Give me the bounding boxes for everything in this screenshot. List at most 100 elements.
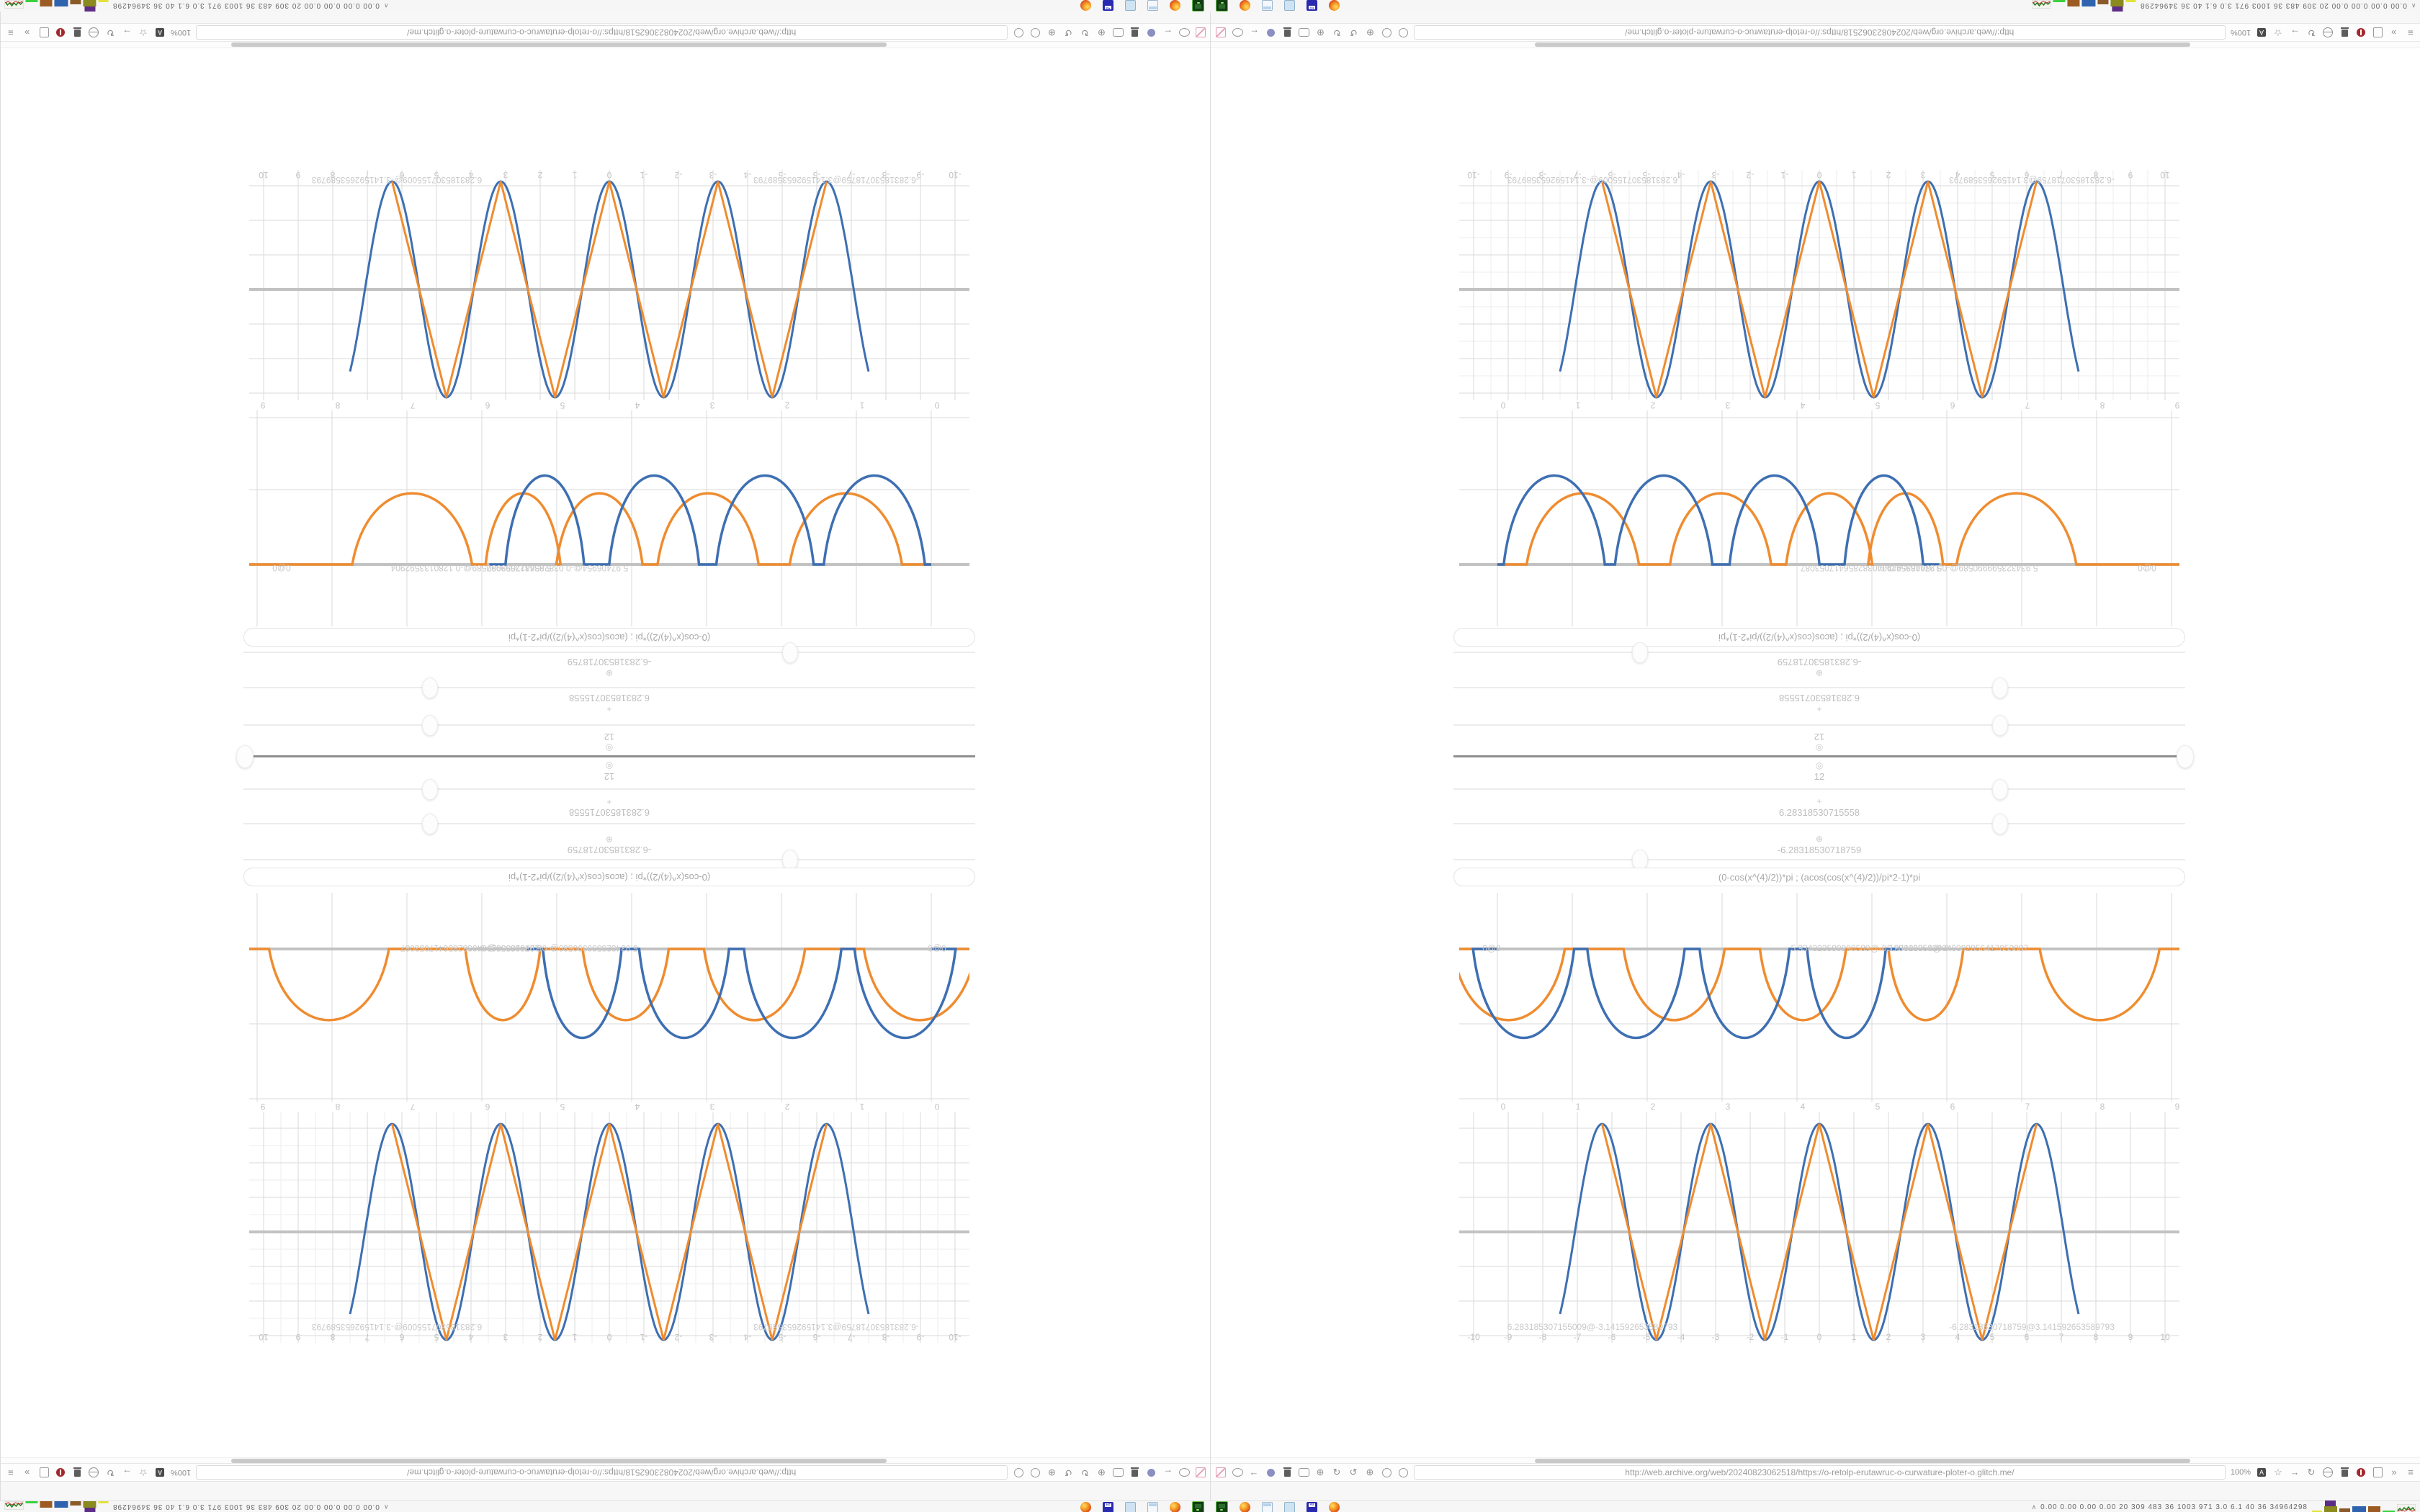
trash-icon[interactable]	[2339, 27, 2350, 38]
scrollbar-thumb[interactable]	[1535, 42, 2190, 47]
reload-cw-icon[interactable]: ↻	[1331, 27, 1343, 38]
parameter-slider[interactable]	[1453, 642, 2185, 663]
reload-cw-icon[interactable]: ↻	[1079, 1467, 1090, 1478]
slider-thumb[interactable]	[1632, 642, 1649, 663]
app-launcher-calculator[interactable]	[1147, 0, 1158, 12]
trash-icon[interactable]	[2339, 1467, 2350, 1478]
app-launcher-firefox[interactable]	[1080, 0, 1091, 12]
parameter-slider[interactable]	[1453, 814, 2185, 834]
menu-icon[interactable]: ≡	[5, 27, 17, 38]
trash-icon[interactable]	[1281, 1467, 1293, 1478]
slider-thumb[interactable]	[422, 814, 439, 834]
parameter-slider[interactable]	[243, 642, 975, 663]
forward-arrow-icon[interactable]: →	[121, 27, 133, 38]
parameter-slider[interactable]	[1453, 779, 2185, 800]
move-handle-icon[interactable]: ⊕	[605, 668, 614, 678]
plot-sine-top[interactable]	[1459, 170, 2179, 400]
app-launcher-firefox[interactable]	[1170, 1501, 1180, 1512]
thumb-panel-icon[interactable]	[2372, 1467, 2383, 1478]
oval-icon[interactable]	[1178, 1467, 1190, 1478]
app-launcher-calculator[interactable]	[1147, 1501, 1158, 1512]
pencil-disabled-icon[interactable]	[1195, 1467, 1206, 1478]
target-icon[interactable]: ⊕	[1314, 1467, 1326, 1478]
move-handle-icon[interactable]: ⊕	[1815, 834, 1824, 844]
plot-sine-top[interactable]	[249, 170, 969, 400]
target-icon[interactable]: ⊕	[1364, 27, 1376, 38]
divider-thumb[interactable]	[2177, 745, 2194, 768]
oval-icon[interactable]	[1178, 27, 1190, 38]
trash-icon[interactable]	[71, 1467, 83, 1478]
circle-icon[interactable]	[1397, 27, 1409, 38]
app-launcher-calculator[interactable]	[1262, 0, 1273, 12]
back-arrow-icon[interactable]: ←	[1248, 27, 1260, 38]
reload-cw-icon[interactable]: ↻	[1079, 27, 1090, 38]
app-launcher-firefox[interactable]	[1170, 0, 1180, 12]
circle-icon[interactable]	[1381, 1467, 1392, 1478]
slider-thumb[interactable]	[1991, 779, 2008, 800]
horizontal-scrollbar[interactable]	[1, 1457, 1211, 1464]
app-launcher-files[interactable]	[1125, 0, 1136, 12]
zoom-level-icon[interactable]: 100%	[2231, 27, 2251, 38]
forward-arrow-icon[interactable]: →	[121, 1467, 133, 1478]
formula-input[interactable]: (0-cos(x^(4)/2))*pi ; (acos(cos(x^(4)/2)…	[1453, 868, 2185, 886]
font-size-icon[interactable]: A	[2256, 1467, 2267, 1478]
bubble-icon[interactable]	[1112, 27, 1124, 38]
thumb-panel-icon[interactable]	[38, 1467, 50, 1478]
app-launcher-firefox[interactable]	[1080, 1501, 1091, 1512]
circle-icon[interactable]	[1029, 1467, 1041, 1478]
parameter-slider[interactable]	[243, 850, 975, 870]
mid-divider-slider[interactable]	[1453, 745, 2194, 768]
app-launcher-calculator[interactable]	[1262, 1501, 1273, 1512]
app-launcher-floppy-ed[interactable]: Ed	[1103, 1501, 1113, 1512]
reload-ccw-icon[interactable]: ↺	[1062, 1467, 1074, 1478]
orb-icon[interactable]	[1265, 27, 1276, 38]
pencil-disabled-icon[interactable]	[1195, 27, 1206, 38]
back-arrow-icon[interactable]: ←	[1162, 1467, 1173, 1478]
plus-handle-icon[interactable]: +	[606, 797, 612, 807]
app-launcher-firefox[interactable]	[1240, 0, 1250, 12]
target-icon[interactable]: ⊕	[1364, 1467, 1376, 1478]
target-handle-icon[interactable]: ◎	[605, 743, 614, 753]
parameter-slider[interactable]	[243, 678, 975, 698]
plot-bumps-bottom[interactable]	[249, 893, 969, 1102]
font-size-icon[interactable]: A	[154, 27, 166, 38]
trash-icon[interactable]	[1129, 1467, 1140, 1478]
mid-divider-slider[interactable]	[236, 745, 975, 768]
pencil-disabled-icon[interactable]	[1215, 27, 1227, 38]
bookmark-star-icon[interactable]: ☆	[138, 27, 149, 38]
reload-icon[interactable]: ↻	[104, 27, 116, 38]
slider-thumb[interactable]	[422, 678, 439, 698]
circle-icon[interactable]	[1029, 27, 1041, 38]
slider-thumb[interactable]	[781, 642, 798, 663]
parameter-slider[interactable]	[243, 779, 975, 800]
slider-thumb[interactable]	[422, 715, 439, 736]
circle-icon[interactable]	[1013, 27, 1024, 38]
circle-icon[interactable]	[1397, 1467, 1409, 1478]
zoom-level-icon[interactable]: 100%	[2231, 1467, 2251, 1478]
scrollbar-thumb[interactable]	[1535, 1459, 2190, 1463]
menu-icon[interactable]: ≡	[5, 1467, 17, 1478]
orb-icon[interactable]	[1145, 27, 1157, 38]
bubble-icon[interactable]	[1298, 27, 1309, 38]
app-launcher-terminal[interactable]	[1192, 0, 1204, 12]
bubble-icon[interactable]	[1298, 1467, 1309, 1478]
bookmark-star-icon[interactable]: ☆	[2272, 1467, 2284, 1478]
trash-icon[interactable]	[71, 27, 83, 38]
plot-sine-bottom[interactable]	[249, 1112, 969, 1343]
plus-handle-icon[interactable]: +	[1816, 704, 1822, 714]
plus-handle-icon[interactable]: +	[606, 704, 612, 714]
formula-input[interactable]: (0-cos(x^(4)/2))*pi ; (acos(cos(x^(4)/2)…	[243, 628, 975, 647]
parameter-slider[interactable]	[1453, 678, 2185, 698]
bubble-icon[interactable]	[1112, 1467, 1124, 1478]
target-handle-icon[interactable]: ◎	[1815, 743, 1824, 753]
globe-icon[interactable]	[88, 27, 99, 38]
chevrons-icon[interactable]: »	[22, 1467, 33, 1478]
globe-icon[interactable]	[2322, 1467, 2334, 1478]
url-field[interactable]: http://web.archive.org/web/2024082306251…	[1414, 25, 2226, 40]
bookmark-star-icon[interactable]: ☆	[2272, 27, 2284, 38]
scrollbar-thumb[interactable]	[231, 1459, 887, 1463]
formula-input[interactable]: (0-cos(x^(4)/2))*pi ; (acos(cos(x^(4)/2)…	[1453, 628, 2185, 647]
app-launcher-floppy-49[interactable]: 49	[1103, 0, 1113, 12]
parameter-slider[interactable]	[243, 814, 975, 834]
shield-badge-icon[interactable]	[55, 27, 66, 38]
